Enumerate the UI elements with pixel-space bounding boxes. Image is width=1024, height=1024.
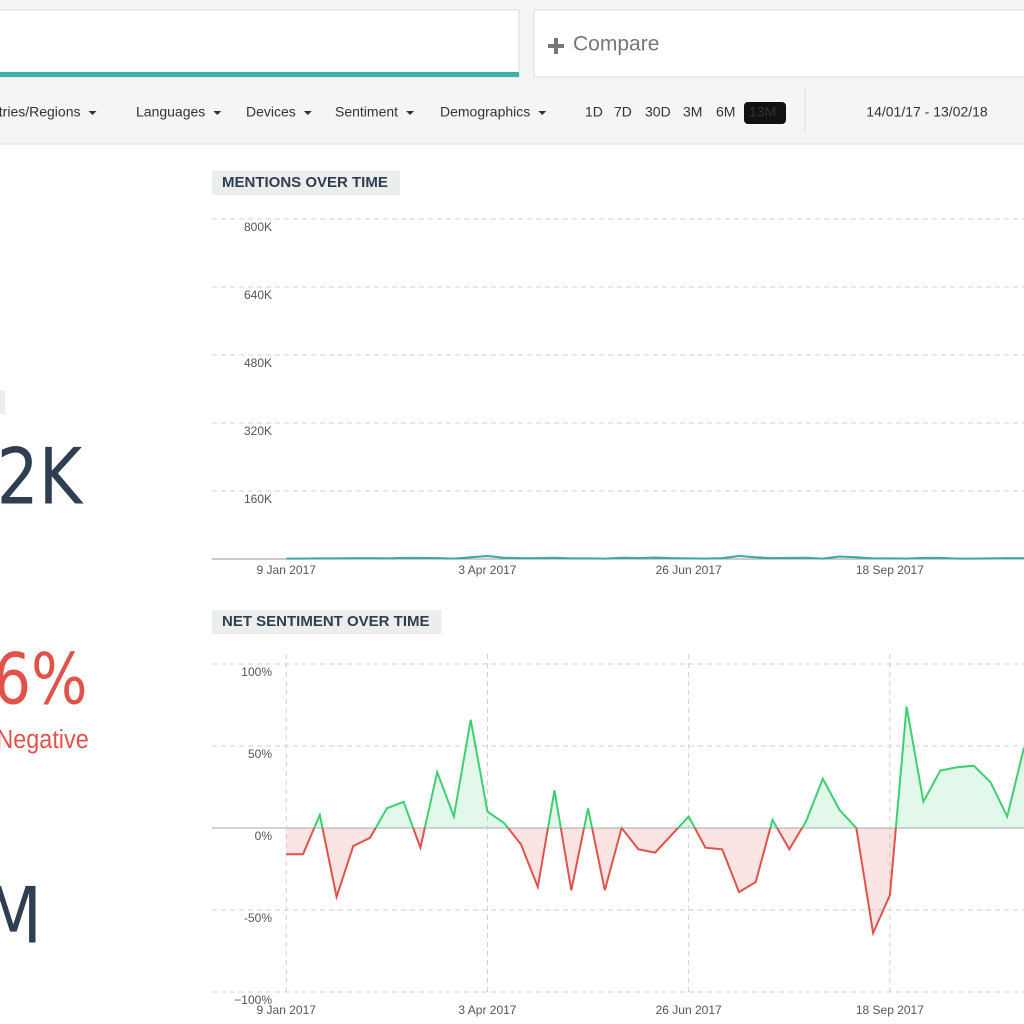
range-button[interactable]: 6M	[716, 104, 735, 120]
reach-value: M	[0, 871, 42, 962]
chevron	[213, 111, 222, 115]
y-tick-label: 160K	[244, 492, 272, 506]
y-tick-label: 640K	[244, 288, 272, 302]
search-underline	[0, 72, 519, 77]
chart-title: MENTIONS OVER TIME	[222, 174, 388, 191]
compare-box[interactable]	[533, 9, 1024, 78]
filter-dropdown[interactable]: Sentiment	[335, 104, 398, 120]
y-tick-label: −100%	[234, 993, 272, 1007]
range-selected	[744, 102, 786, 124]
filter-dropdown[interactable]: Devices	[246, 104, 296, 120]
x-tick-label: 26 Jun 2017	[656, 563, 722, 577]
range-button[interactable]: 3M	[683, 104, 702, 120]
label-box	[0, 390, 5, 414]
area-negative	[286, 828, 1024, 933]
line-negative	[286, 828, 897, 937]
chart-title-bg	[212, 171, 400, 195]
sentiment-value: 6%	[0, 640, 88, 721]
mentions-value: 2K	[0, 432, 84, 523]
date-range[interactable]: 14/01/17 - 13/02/18	[866, 104, 988, 120]
chart-title: NET SENTIMENT OVER TIME	[222, 613, 430, 630]
x-tick-label: 3 Apr 2017	[458, 563, 516, 577]
range-button[interactable]: 30D	[645, 104, 671, 120]
line-positive	[313, 706, 1024, 828]
chevron	[88, 111, 97, 115]
filter-dropdown[interactable]: ntries/Regions	[0, 104, 81, 120]
x-tick-label: 18 Sep 2017	[856, 1003, 924, 1017]
y-tick-label: 320K	[244, 424, 272, 438]
range-button[interactable]: 13M	[749, 104, 776, 120]
y-tick-label: 100%	[241, 665, 272, 679]
compare-label[interactable]: Compare	[573, 33, 659, 56]
filter-dropdown[interactable]: Demographics	[440, 104, 530, 120]
area-positive	[286, 706, 1024, 828]
x-tick-label: 9 Jan 2017	[257, 1003, 317, 1017]
chevron	[406, 111, 415, 115]
x-tick-label: 18 Sep 2017	[856, 563, 924, 577]
sentiment-label: Negative	[0, 726, 89, 754]
y-tick-label: -50%	[244, 911, 272, 925]
filter-dropdown[interactable]: Languages	[136, 104, 205, 120]
range-button[interactable]: 1D	[585, 104, 603, 120]
y-tick-label: 0%	[255, 829, 273, 843]
x-tick-label: 9 Jan 2017	[257, 563, 317, 577]
plus-icon	[548, 38, 564, 54]
y-tick-label: 480K	[244, 356, 272, 370]
range-button[interactable]: 7D	[614, 104, 632, 120]
chevron	[538, 111, 547, 115]
x-tick-label: 26 Jun 2017	[656, 1003, 722, 1017]
y-tick-label: 50%	[248, 747, 272, 761]
y-tick-label: 800K	[244, 220, 272, 234]
x-tick-label: 3 Apr 2017	[458, 1003, 516, 1017]
chart-title-bg	[212, 610, 442, 634]
search-box[interactable]	[0, 9, 520, 78]
line-series	[286, 554, 1024, 560]
chevron	[303, 111, 312, 115]
